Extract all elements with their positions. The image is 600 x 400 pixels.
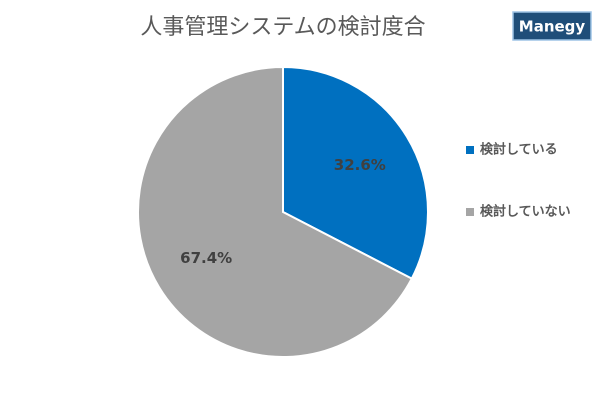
data-label: 32.6% — [334, 156, 386, 174]
pie-slice — [282, 65, 429, 280]
chart-title: 人事管理システムの検討度合 — [140, 15, 425, 40]
logo: Manegy — [519, 18, 586, 36]
legend-label: 検討している — [480, 142, 558, 158]
legend-swatch — [466, 146, 474, 154]
pie-slice — [137, 65, 414, 358]
legend-label: 検討していない — [480, 204, 571, 220]
legend-swatch — [466, 208, 474, 216]
logo-badge — [512, 11, 592, 41]
data-label: 67.4% — [180, 249, 232, 267]
